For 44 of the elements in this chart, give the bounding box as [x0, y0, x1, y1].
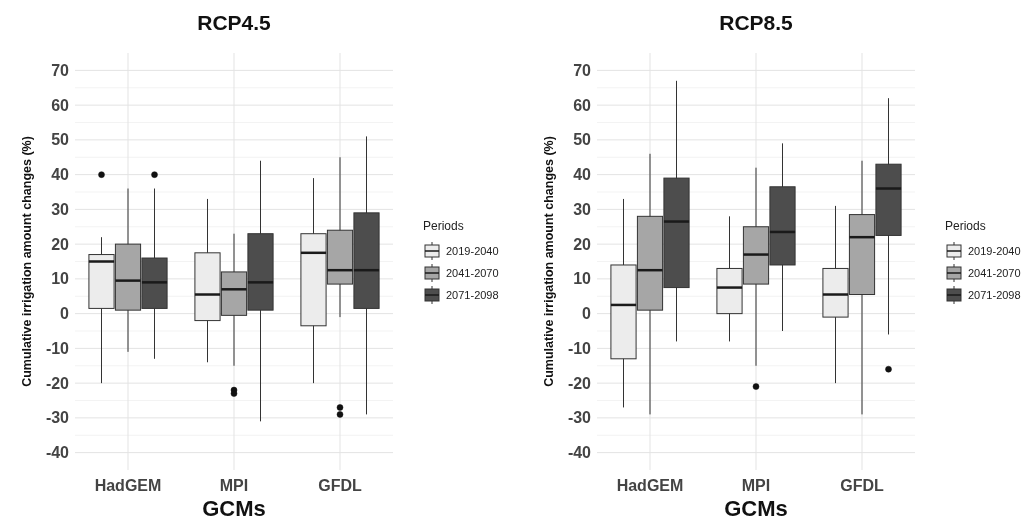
- y-tick-label: 40: [51, 166, 70, 184]
- y-tick-label: 20: [51, 235, 70, 253]
- y-tick-label: -10: [567, 339, 592, 357]
- x-tick-label: MPI: [219, 477, 249, 494]
- chart-title: RCP4.5: [197, 11, 272, 34]
- y-axis-title: Cumulative irrigation amount changes (%): [20, 136, 34, 387]
- y-tick-label: -20: [567, 374, 592, 392]
- y-tick-label: -40: [45, 444, 70, 462]
- y-axis-title: Cumulative irrigation amount changes (%): [542, 136, 556, 387]
- y-tick-label: 70: [51, 61, 70, 79]
- y-tick-label: 20: [573, 235, 592, 253]
- y-tick-label: 0: [60, 305, 70, 323]
- legend-label: 2019-2040: [446, 244, 499, 257]
- y-tick-label: 60: [51, 96, 70, 114]
- y-tick-label: -20: [45, 374, 70, 392]
- y-tick-label: -30: [45, 409, 70, 427]
- y-tick-label: 70: [573, 61, 592, 79]
- legend-label: 2041-2070: [446, 266, 499, 279]
- x-tick-label: HadGEM: [94, 477, 162, 494]
- y-tick-label: 40: [573, 166, 592, 184]
- y-tick-label: -40: [567, 444, 592, 462]
- y-tick-label: 30: [573, 200, 592, 218]
- legend-label: 2019-2040: [968, 244, 1021, 257]
- y-tick-label: 50: [573, 131, 592, 149]
- legend-title: Periods: [423, 219, 464, 233]
- y-tick-label: 60: [573, 96, 592, 114]
- legend-label: 2071-2098: [446, 288, 499, 301]
- x-tick-label: HadGEM: [616, 477, 684, 494]
- y-tick-label: 10: [573, 270, 592, 288]
- legend-title: Periods: [945, 219, 986, 233]
- x-tick-label: MPI: [741, 477, 771, 494]
- x-axis-title: GCMs: [202, 496, 266, 521]
- legend-label: 2041-2070: [968, 266, 1021, 279]
- y-tick-label: 0: [582, 305, 592, 323]
- y-tick-label: -10: [45, 339, 70, 357]
- x-tick-label: GFDL: [318, 477, 362, 494]
- y-tick-label: 30: [51, 200, 70, 218]
- y-tick-label: 50: [51, 131, 70, 149]
- x-axis-title: GCMs: [724, 496, 788, 521]
- y-tick-label: -30: [567, 409, 592, 427]
- x-tick-label: GFDL: [840, 477, 884, 494]
- y-tick-label: 10: [51, 270, 70, 288]
- chart-title: RCP8.5: [719, 11, 794, 34]
- legend-label: 2071-2098: [968, 288, 1021, 301]
